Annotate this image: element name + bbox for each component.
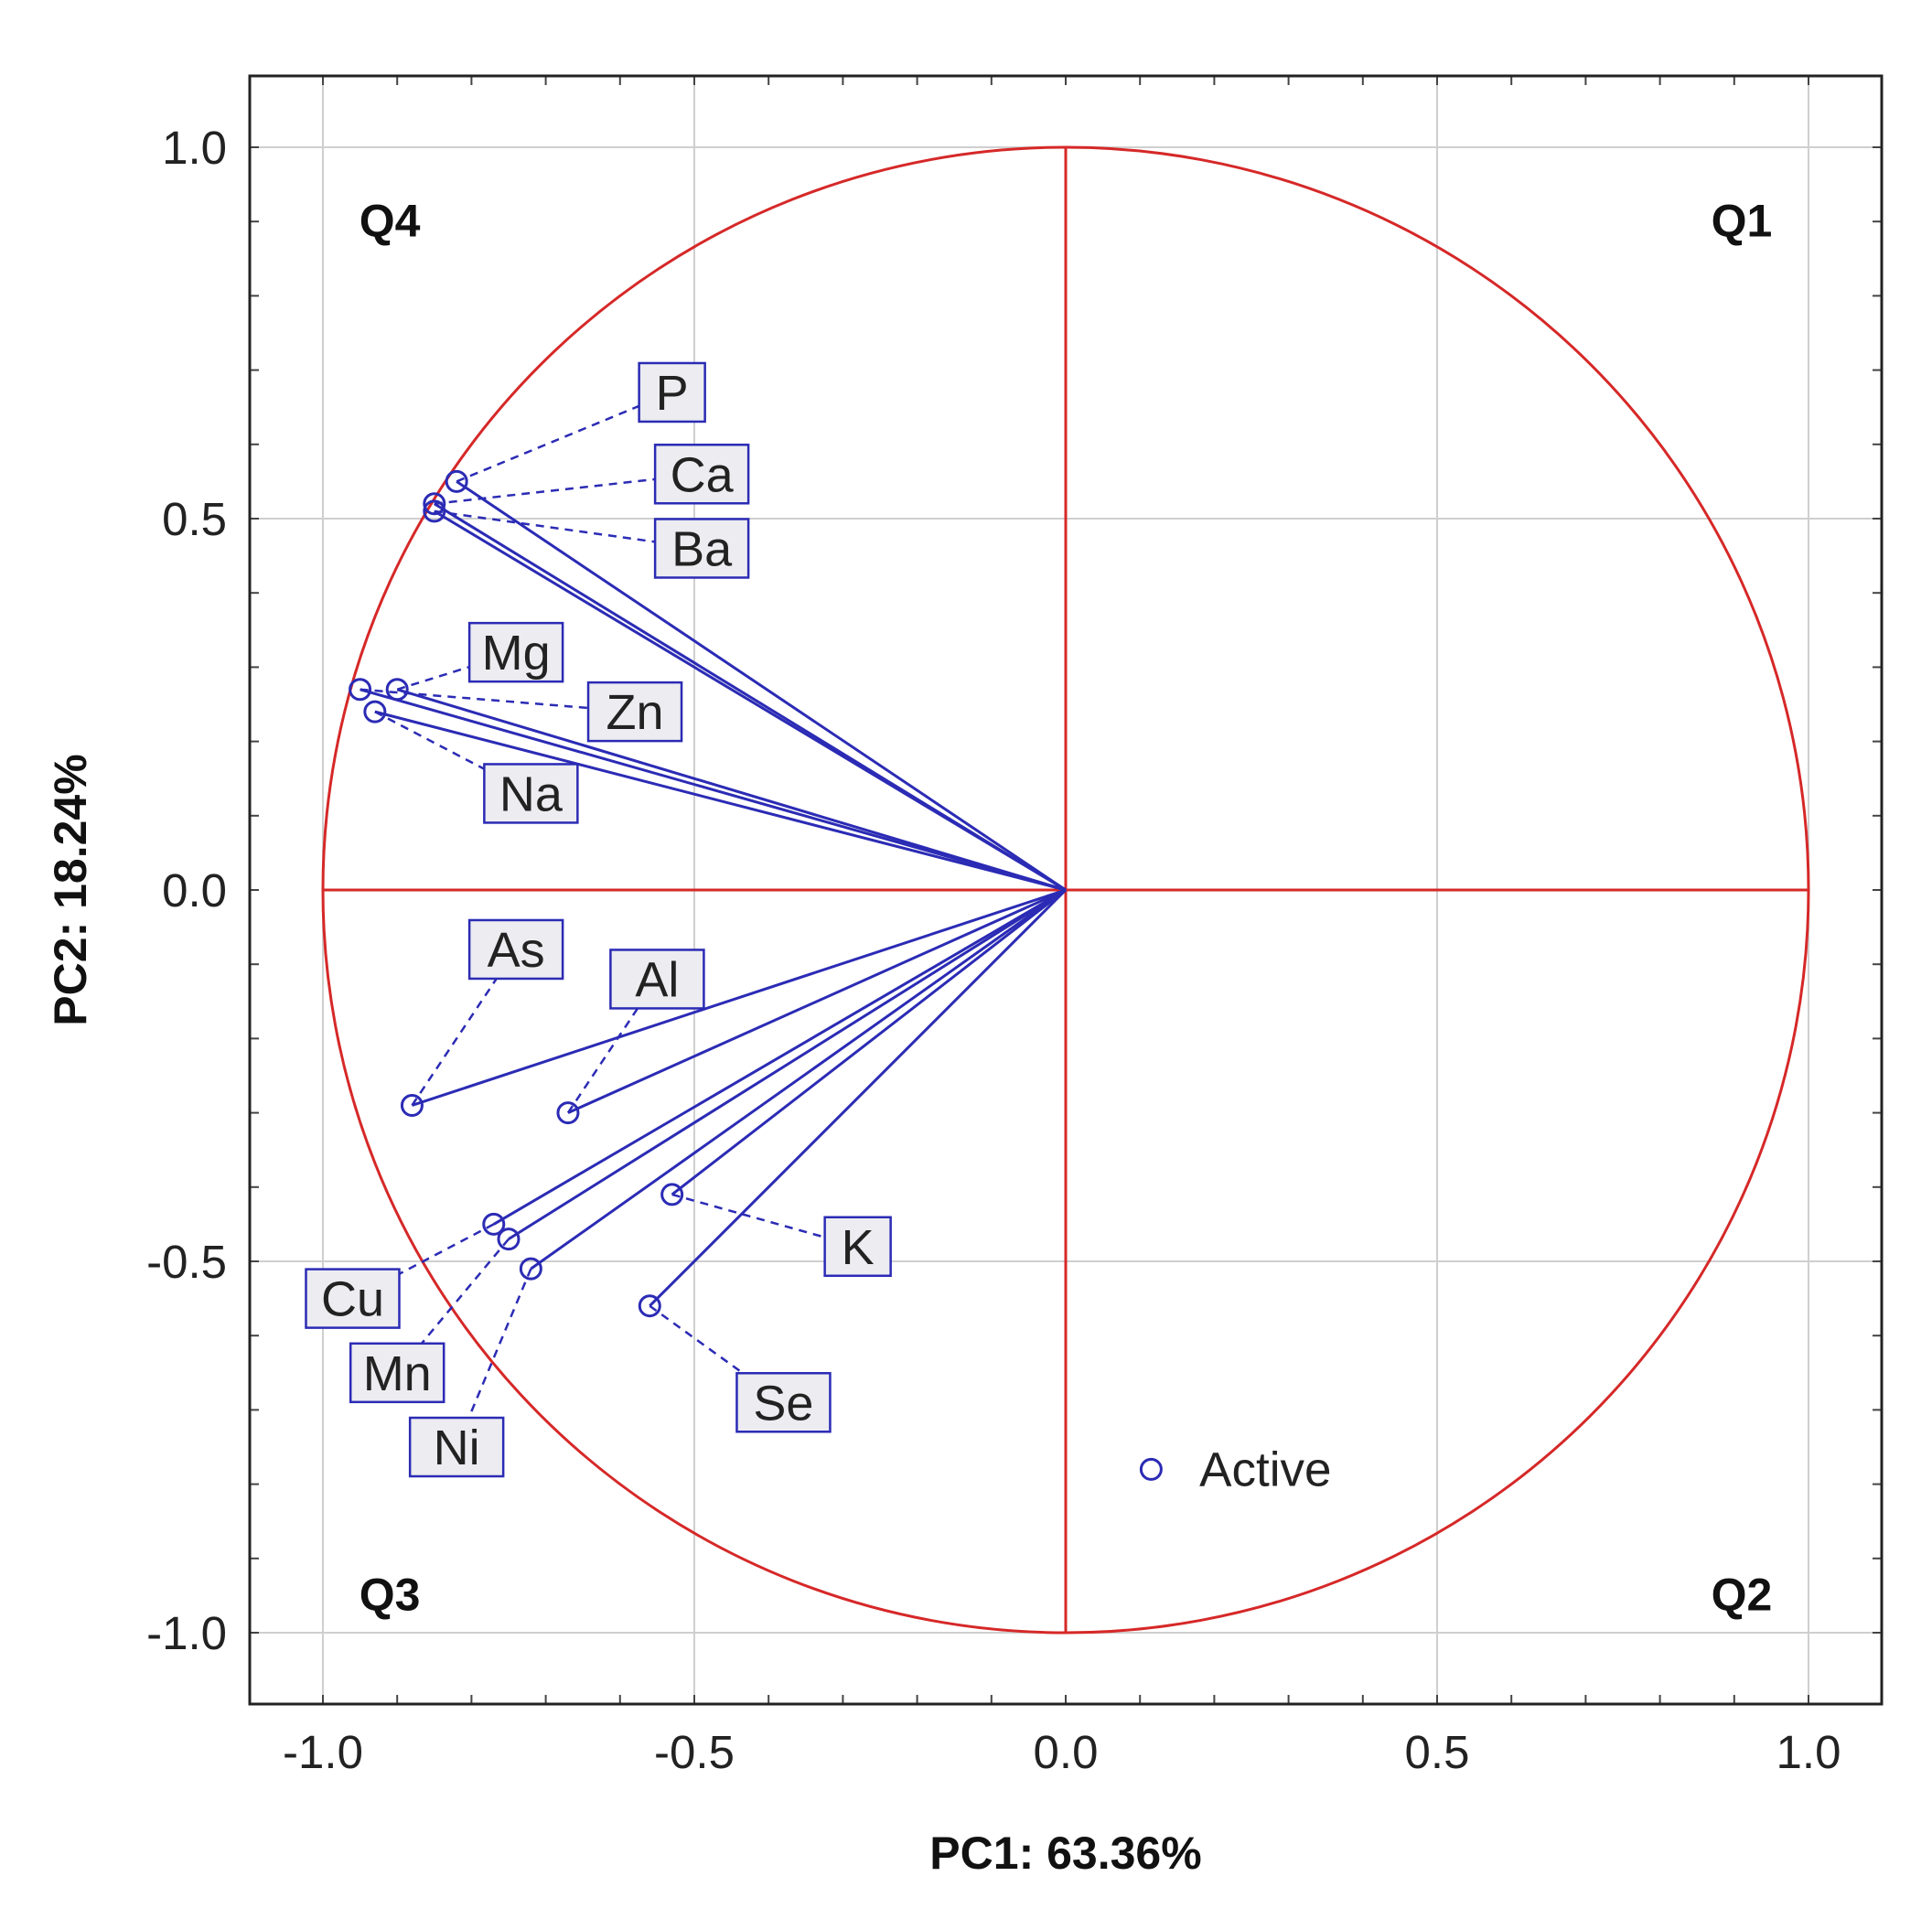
vector-se [649, 888, 1068, 1307]
legend: Active [1139, 1442, 1331, 1496]
x-tick-label: 0.0 [1034, 1726, 1099, 1778]
label-na: Na [499, 767, 564, 821]
axis-ticks: -1.0 -0.5 0.0 0.5 1.0 -1.0 -0.5 0.0 0.5 1.0 [146, 76, 1882, 1778]
y-tick-label: -0.5 [146, 1236, 227, 1288]
leader-as [411, 949, 518, 1107]
quadrant-label-q3: Q3 [360, 1570, 421, 1621]
y-tick-label: -1.0 [146, 1607, 227, 1659]
quadrant-label-q2: Q2 [1712, 1570, 1773, 1621]
legend-label: Active [1199, 1442, 1331, 1496]
label-box-k [823, 1216, 892, 1278]
x-tick-label: -1.0 [283, 1726, 363, 1778]
label-as: As [488, 923, 545, 978]
marker-zn [349, 678, 372, 702]
marker-na [363, 700, 387, 724]
vector-mg [396, 688, 1067, 892]
leader-p [456, 391, 673, 483]
label-zn: Zn [606, 685, 664, 740]
quadrant-label-q4: Q4 [360, 195, 421, 246]
label-p: P [656, 366, 689, 421]
label-ba: Ba [671, 521, 733, 576]
leader-k [671, 1193, 858, 1248]
label-box-ba [653, 518, 750, 579]
vector-mn [508, 888, 1067, 1240]
vector-ba [434, 509, 1067, 892]
y-axis-title: PC2: 18.24% [45, 754, 96, 1025]
label-cu: Cu [321, 1272, 384, 1327]
label-box-p [638, 361, 706, 423]
marker-ba [423, 499, 446, 523]
label-al: Al [635, 952, 679, 1007]
leader-zn [360, 688, 636, 713]
label-box-ni [408, 1416, 505, 1478]
label-box-al [609, 949, 705, 1010]
label-k: K [842, 1220, 875, 1275]
y-tick-label: 0.5 [162, 493, 227, 545]
legend-marker [1139, 1457, 1163, 1481]
x-tick-label: 1.0 [1776, 1726, 1841, 1778]
leader-ni [456, 1268, 532, 1448]
vector-ni [530, 888, 1067, 1270]
vector-al [567, 888, 1067, 1114]
label-mn: Mn [363, 1346, 432, 1401]
vector-as [411, 888, 1067, 1107]
label-ca: Ca [671, 447, 735, 502]
y-tick-label: 0.0 [162, 864, 227, 917]
y-tick-label: 1.0 [162, 122, 227, 174]
marker-al [556, 1101, 580, 1125]
vector-cu [493, 888, 1067, 1226]
x-tick-label: 0.5 [1405, 1726, 1470, 1778]
vector-p [456, 480, 1067, 892]
marker-ni [519, 1257, 542, 1281]
plot-frame [248, 74, 1884, 1706]
label-ni: Ni [434, 1420, 480, 1475]
label-box-mg [467, 621, 564, 683]
vector-k [671, 888, 1067, 1196]
label-box-as [467, 918, 564, 981]
marker-mn [497, 1228, 521, 1251]
marker-ca [423, 492, 446, 516]
label-box-ca [653, 444, 750, 505]
vector-zn [360, 688, 1067, 892]
loading-vectors [349, 469, 1068, 1318]
label-box-na [483, 763, 579, 824]
quadrant-label-q1: Q1 [1712, 195, 1773, 246]
quadrant-labels: Q1 Q2 Q3 Q4 [360, 195, 1773, 1620]
x-tick-label: -0.5 [654, 1726, 735, 1778]
x-axis-title: PC1: 63.36% [929, 1828, 1201, 1879]
label-box-mn [349, 1342, 445, 1404]
label-box-se [735, 1372, 832, 1433]
marker-p [445, 469, 468, 493]
label-mg: Mg [482, 626, 551, 681]
label-se: Se [753, 1376, 813, 1431]
marker-cu [482, 1212, 506, 1236]
marker-k [660, 1183, 684, 1206]
label-box-zn [586, 681, 683, 743]
vector-na [374, 710, 1067, 892]
label-box-cu [305, 1268, 401, 1329]
marker-se [638, 1294, 661, 1318]
marker-as [400, 1093, 424, 1117]
